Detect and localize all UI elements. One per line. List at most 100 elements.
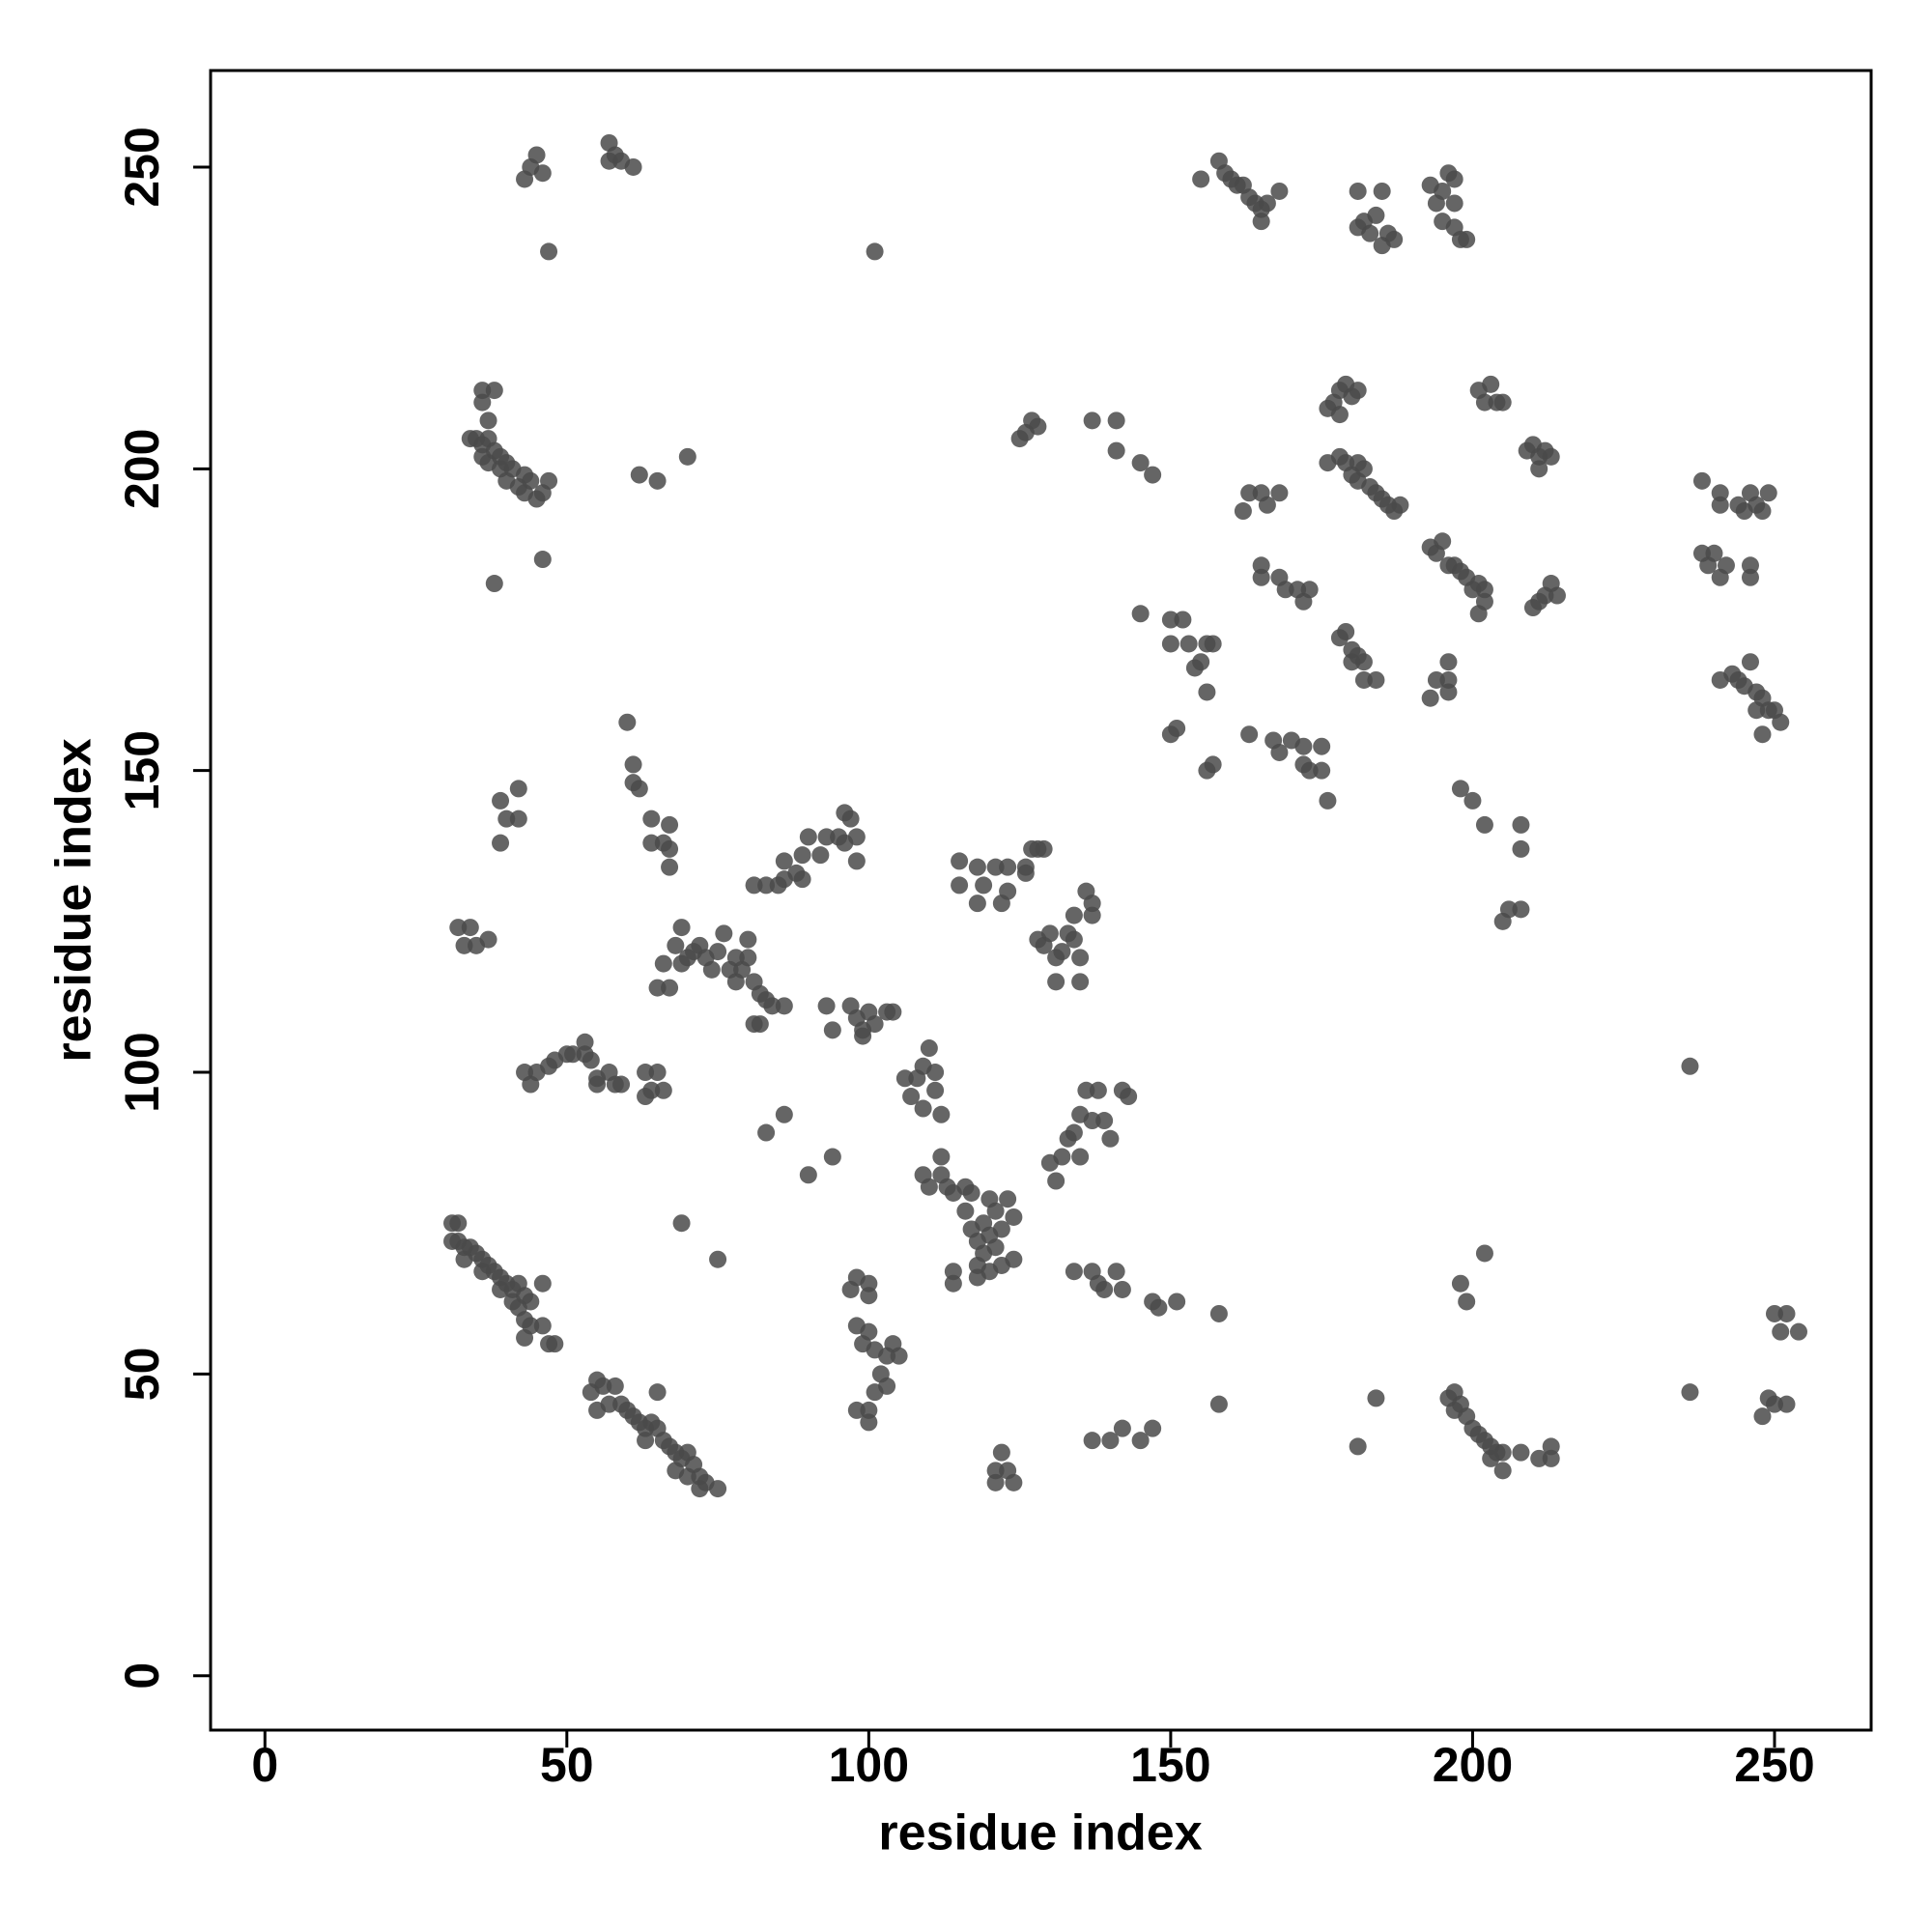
point <box>757 876 776 895</box>
point <box>1204 635 1222 653</box>
point <box>1741 568 1759 586</box>
point <box>944 1263 962 1281</box>
point <box>1330 447 1349 466</box>
point <box>533 551 552 569</box>
point <box>1168 719 1186 737</box>
point <box>1499 900 1518 919</box>
point <box>533 164 552 183</box>
point <box>1294 737 1313 755</box>
point <box>509 810 527 828</box>
point <box>642 810 661 828</box>
point <box>823 1021 841 1039</box>
point <box>1300 761 1319 780</box>
point <box>775 1105 793 1123</box>
point <box>1765 1304 1783 1322</box>
point <box>1772 713 1790 731</box>
point <box>1065 1123 1083 1142</box>
point <box>1161 635 1179 653</box>
point <box>1475 581 1493 599</box>
point <box>540 242 558 261</box>
point <box>1463 791 1482 810</box>
point <box>932 1105 951 1123</box>
point <box>739 930 757 949</box>
point <box>588 1075 607 1094</box>
point <box>1101 1432 1120 1450</box>
point <box>1349 182 1367 200</box>
point <box>951 876 969 895</box>
point <box>902 1088 921 1106</box>
point <box>1071 949 1090 967</box>
point <box>1458 230 1476 248</box>
point <box>1482 375 1500 393</box>
point <box>630 780 648 798</box>
point <box>1482 1449 1500 1467</box>
point <box>999 858 1017 876</box>
point <box>823 1148 841 1166</box>
point <box>618 713 637 731</box>
point <box>1741 556 1759 575</box>
point <box>1777 1304 1796 1322</box>
point <box>449 919 468 937</box>
point <box>775 997 793 1015</box>
y-tick-label: 100 <box>115 1032 169 1112</box>
point <box>1777 1395 1796 1413</box>
point <box>1095 1280 1114 1298</box>
point <box>1542 1449 1560 1467</box>
point <box>485 575 503 593</box>
point <box>473 382 492 400</box>
point <box>715 924 733 943</box>
point <box>986 858 1005 876</box>
point <box>1252 556 1270 575</box>
point <box>479 412 497 430</box>
point <box>1053 1148 1071 1166</box>
point <box>672 919 691 937</box>
point <box>847 1401 866 1419</box>
point <box>951 852 969 870</box>
point <box>1451 1274 1469 1293</box>
point <box>1083 412 1101 430</box>
point <box>793 870 811 889</box>
point <box>860 1287 878 1305</box>
point <box>492 834 510 852</box>
point <box>600 1395 618 1413</box>
point <box>1512 839 1530 858</box>
point <box>975 876 993 895</box>
point <box>1083 1432 1101 1450</box>
point <box>1439 653 1458 671</box>
point <box>1065 906 1083 924</box>
point <box>678 447 696 466</box>
point <box>847 828 866 846</box>
point <box>1179 635 1198 653</box>
point <box>1083 895 1101 913</box>
point <box>461 919 479 937</box>
point <box>1354 653 1373 671</box>
point <box>648 1064 667 1082</box>
point <box>1192 653 1210 671</box>
point <box>678 1467 696 1486</box>
y-tick-label: 50 <box>115 1348 169 1402</box>
point <box>920 1178 938 1196</box>
point <box>895 1069 914 1088</box>
point <box>1512 900 1530 919</box>
point <box>600 152 618 170</box>
point <box>962 1183 980 1202</box>
point <box>890 1347 908 1365</box>
point <box>1053 943 1071 961</box>
point <box>817 828 836 846</box>
x-tick-label: 50 <box>540 1738 594 1792</box>
point <box>986 1238 1005 1257</box>
x-tick-label: 200 <box>1433 1738 1513 1792</box>
point <box>1209 1395 1228 1413</box>
point <box>745 876 763 895</box>
point <box>1445 170 1463 188</box>
point <box>799 1166 817 1184</box>
point <box>1367 206 1385 224</box>
point <box>1753 1407 1772 1426</box>
point <box>455 936 473 954</box>
point <box>968 895 986 913</box>
point <box>1071 973 1090 991</box>
point <box>661 979 679 997</box>
point <box>1065 930 1083 949</box>
point <box>1065 1263 1083 1281</box>
